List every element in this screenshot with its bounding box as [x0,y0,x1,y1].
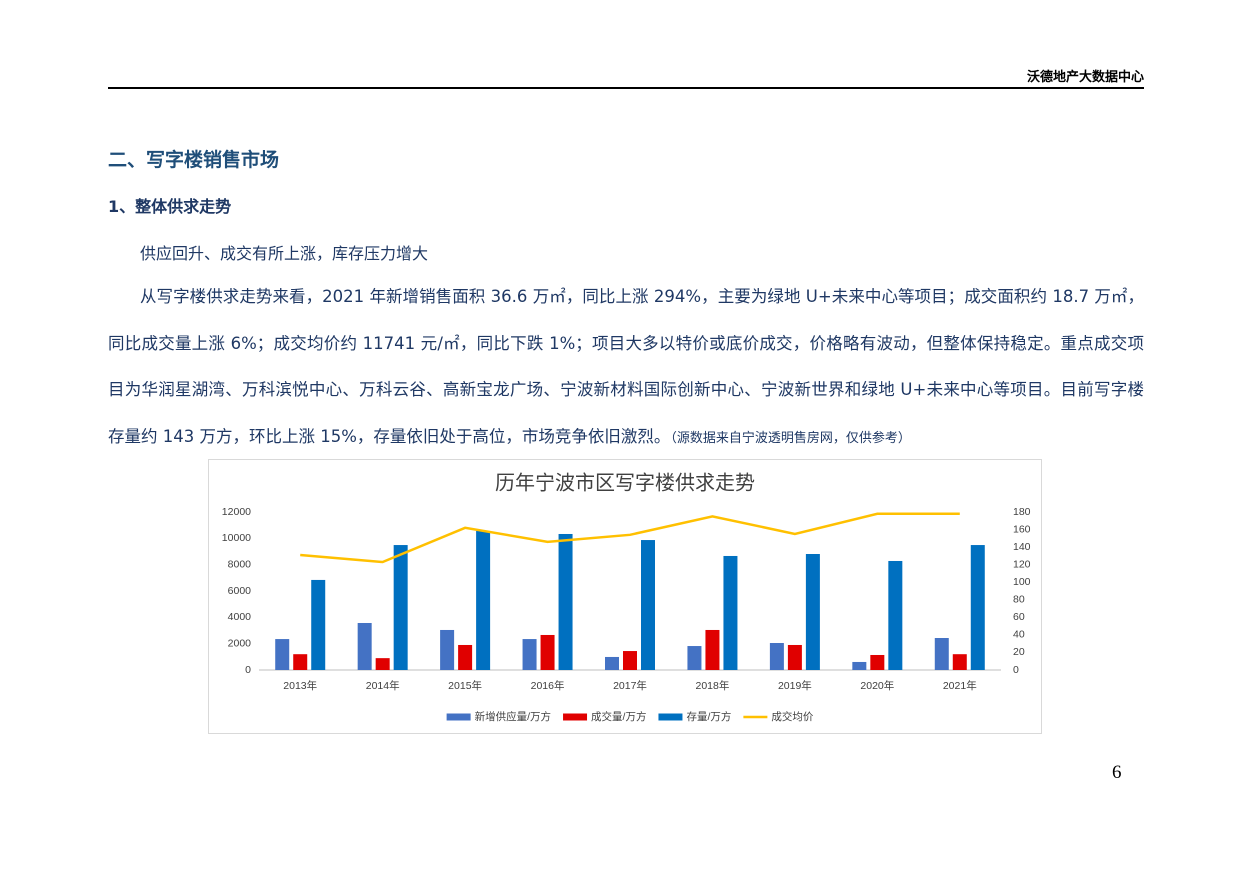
y2-tick-label: 0 [1013,664,1019,676]
y2-tick-label: 20 [1013,646,1025,658]
x-tick-label: 2016年 [531,679,565,692]
bar [375,658,390,670]
y2-tick-label: 160 [1013,523,1031,535]
bar [852,661,867,670]
chart-title: 历年宁波市区写字楼供求走势 [495,471,755,494]
bar [970,545,985,670]
y-tick-label: 10000 [222,532,251,544]
x-tick-label: 2019年 [778,679,812,692]
y-tick-label: 8000 [228,558,252,570]
x-tick-label: 2015年 [448,679,482,692]
chart-frame: 历年宁波市区写字楼供求走势 0 2000 4000 6000 8000 10000 1200… [208,459,1042,734]
bar [293,654,308,670]
x-tick-label: 2014年 [366,679,400,692]
y2-tick-label: 100 [1013,576,1031,588]
bar [357,622,372,670]
subsection-title: 1、整体供求走势 [108,197,232,216]
bar [952,654,967,670]
bar [769,643,784,670]
bar [522,639,537,670]
bar [623,651,637,670]
bar [540,634,555,670]
header-rule [108,87,1144,89]
paragraph-text: 从写字楼供求走势来看，2021 年新增销售面积 36.6 万㎡，同比上涨 294… [108,287,1144,446]
y-tick-label: 12000 [222,506,251,518]
page-number: 6 [1112,762,1122,783]
paragraph: 供应回升、成交有所上涨，库存压力增大 [140,244,429,263]
bar [311,579,326,670]
bar [393,545,408,670]
y-tick-label: 2000 [228,637,252,649]
legend-label: 成交量/万方 [591,710,646,723]
bar [805,554,820,670]
bar [440,629,455,670]
bar [723,555,738,670]
x-tick-label: 2017年 [613,679,647,692]
legend-swatch [446,713,471,721]
y2-tick-label: 180 [1013,506,1031,518]
y2-tick-label: 140 [1013,541,1031,553]
bar [705,629,720,670]
bar [476,530,491,670]
y2-tick-label: 80 [1013,594,1025,606]
bar [558,533,573,670]
x-tick-label: 2021年 [943,679,977,692]
legend-label: 存量/万方 [686,710,731,723]
y-tick-label: 0 [245,664,251,676]
bar [934,638,949,670]
y-tick-label: 4000 [228,611,252,623]
chart: 历年宁波市区写字楼供求走势 02000400060008000100001200… [222,471,1031,723]
y2-tick-label: 120 [1013,558,1031,570]
bar [458,644,473,670]
line [300,512,960,564]
header: 沃德地产大数据中心 [1026,70,1144,85]
x-tick-label: 2013年 [283,679,317,692]
x-tick-label: 2018年 [696,679,730,692]
legend-swatch [658,713,683,721]
bar [870,654,885,670]
bar [641,540,655,670]
legend-label: 新增供应量/万方 [475,710,551,723]
y2-tick-label: 40 [1013,629,1025,641]
bar [787,644,802,670]
x-tick-label: 2020年 [860,679,894,692]
bar [888,560,903,670]
y-tick-label: 6000 [228,585,252,597]
section-title: 二、写字楼销售市场 [108,149,280,171]
bar [605,656,619,670]
bar [275,639,290,670]
legend-label: 成交均价 [771,710,813,723]
source-note: （源数据来自宁波透明售房网，仅供参考） [670,430,911,446]
y2-tick-label: 60 [1013,611,1025,623]
legend-swatch [563,713,588,721]
bar [687,646,702,670]
paragraph: 从写字楼供求走势来看，2021 年新增销售面积 36.6 万㎡，同比上涨 294… [108,274,1144,462]
